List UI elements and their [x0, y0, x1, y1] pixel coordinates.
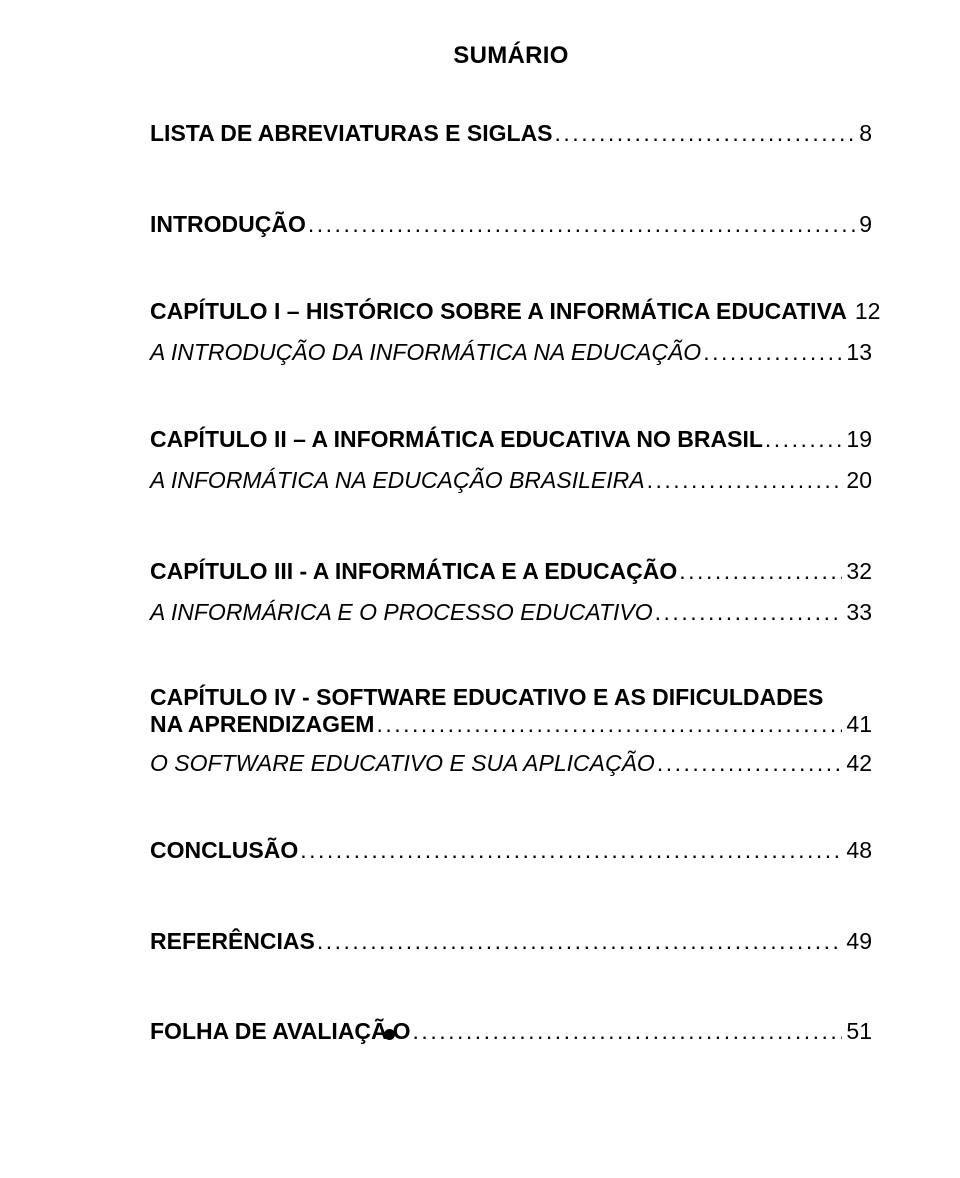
toc-entry: FOLHA DE AVALIAÇÃO 51 [150, 1018, 872, 1045]
toc-entry-page: 48 [842, 835, 872, 866]
toc-leader [306, 209, 855, 240]
toc-title: SUMÁRIO [150, 42, 872, 70]
toc-entry-label: A INTRODUÇÃO DA INFORMÁTICA NA EDUCAÇÃO [150, 337, 701, 368]
toc-entry-label: CAPÍTULO II – A INFORMÁTICA EDUCATIVA NO… [150, 424, 763, 455]
toc-entry-page: 9 [855, 209, 872, 240]
toc-entry-label-line2: NA APRENDIZAGEM [150, 711, 374, 738]
toc-entry: LISTA DE ABREVIATURAS E SIGLAS 8 [150, 118, 872, 149]
toc-gap [150, 153, 872, 209]
toc-entry-page: 51 [842, 1018, 872, 1045]
toc-entry-page: 20 [842, 465, 872, 496]
toc-entry-label: LISTA DE ABREVIATURAS E SIGLAS [150, 118, 553, 149]
toc-page: SUMÁRIO LISTA DE ABREVIATURAS E SIGLAS 8 I… [0, 0, 960, 1178]
toc-gap [150, 962, 872, 1018]
toc-entry-page: 13 [842, 337, 872, 368]
toc-entry-label: INTRODUÇÃO [150, 209, 306, 240]
toc-entry: CAPÍTULO I – HISTÓRICO SOBRE A INFORMÁTI… [150, 296, 872, 327]
toc-entry-page: 49 [842, 926, 872, 957]
toc-entry-label: REFERÊNCIAS [150, 926, 315, 957]
toc-entry: A INFORMÁTICA NA EDUCAÇÃO BRASILEIRA 20 [150, 465, 872, 496]
toc-entry: INTRODUÇÃO 9 [150, 209, 872, 240]
toc-entry-label: A INFORMÁTICA NA EDUCAÇÃO BRASILEIRA [150, 465, 645, 496]
toc-gap [150, 372, 872, 424]
toc-entry-page: 8 [855, 118, 872, 149]
toc-leader [655, 748, 843, 779]
bullet-icon [384, 1029, 395, 1040]
toc-entry: CAPÍTULO II – A INFORMÁTICA EDUCATIVA NO… [150, 424, 872, 455]
toc-gap [150, 870, 872, 926]
toc-entry-page: 33 [842, 597, 872, 628]
toc-entry-label: A INFORMÁRICA E O PROCESSO EDUCATIVO [150, 597, 653, 628]
toc-entry: CONCLUSÃO 48 [150, 835, 872, 866]
toc-entry: O SOFTWARE EDUCATIVO E SUA APLICAÇÃO 42 [150, 748, 872, 779]
toc-leader [653, 597, 843, 628]
toc-entry-line2: NA APRENDIZAGEM 41 [150, 711, 872, 738]
toc-leader [701, 337, 842, 368]
toc-gap [150, 783, 872, 835]
toc-entry: CAPÍTULO IV - SOFTWARE EDUCATIVO E AS DI… [150, 684, 872, 738]
toc-leader [553, 118, 856, 149]
toc-entry-label: CAPÍTULO III - A INFORMÁTICA E A EDUCAÇÃ… [150, 556, 677, 587]
toc-entry-label-post: O [393, 1018, 411, 1044]
toc-leader [298, 835, 842, 866]
toc-leader [645, 465, 843, 496]
toc-entry-label: FOLHA DE AVALIAÇÃO [150, 1018, 411, 1045]
toc-gap [150, 632, 872, 684]
toc-entry: A INFORMÁRICA E O PROCESSO EDUCATIVO 33 [150, 597, 872, 628]
toc-entry-label-pre: FOLHA DE AVALIAÇÃ [150, 1018, 388, 1044]
toc-entry-label: CAPÍTULO I – HISTÓRICO SOBRE A INFORMÁTI… [150, 296, 847, 327]
toc-leader [411, 1018, 843, 1045]
toc-entry: REFERÊNCIAS 49 [150, 926, 872, 957]
toc-leader [374, 711, 842, 738]
toc-entry-page: 19 [842, 424, 872, 455]
toc-leader [677, 556, 842, 587]
toc-entry-label: O SOFTWARE EDUCATIVO E SUA APLICAÇÃO [150, 748, 655, 779]
toc-body: LISTA DE ABREVIATURAS E SIGLAS 8 INTRODUÇÃ… [150, 118, 872, 1045]
toc-gap [150, 244, 872, 296]
toc-entry-page: 41 [842, 711, 872, 738]
toc-entry: CAPÍTULO III - A INFORMÁTICA E A EDUCAÇÃ… [150, 556, 872, 587]
toc-entry-page: 12 [851, 296, 881, 327]
toc-entry: A INTRODUÇÃO DA INFORMÁTICA NA EDUCAÇÃO 1… [150, 337, 872, 368]
toc-gap [150, 500, 872, 556]
toc-entry-page: 32 [842, 556, 872, 587]
toc-entry-label-line1: CAPÍTULO IV - SOFTWARE EDUCATIVO E AS DI… [150, 684, 872, 711]
toc-leader [763, 424, 843, 455]
toc-entry-page: 42 [842, 748, 872, 779]
toc-entry-label: CONCLUSÃO [150, 835, 298, 866]
toc-leader [315, 926, 843, 957]
